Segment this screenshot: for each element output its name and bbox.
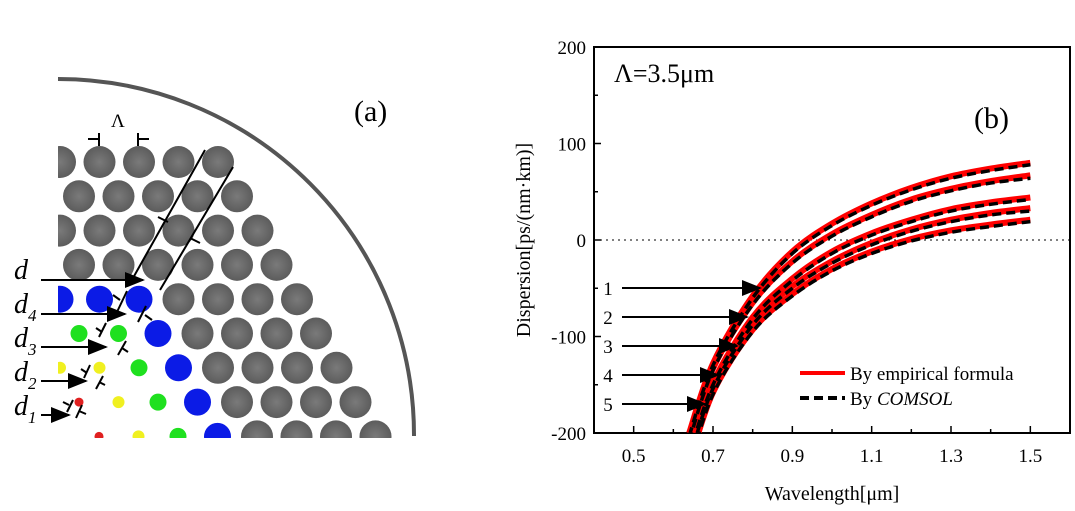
series-comsol-curve-4 xyxy=(695,209,1031,433)
air-hole-d2 xyxy=(112,396,125,409)
air-hole xyxy=(300,317,332,350)
curve-label-4: 4 xyxy=(603,366,613,387)
label-d1: d1 xyxy=(14,391,37,427)
air-hole xyxy=(142,248,174,281)
legend: By empirical formula By COMSOL xyxy=(800,364,1014,410)
label-d: d xyxy=(14,255,29,286)
air-hole xyxy=(63,248,95,281)
cladding-boundary xyxy=(57,77,417,437)
air-hole xyxy=(339,386,372,419)
air-hole-d2 xyxy=(58,361,66,374)
air-hole xyxy=(221,317,253,350)
air-hole-d3 xyxy=(130,359,148,377)
air-hole xyxy=(202,146,234,178)
panel-a-label: (a) xyxy=(354,95,387,128)
air-hole xyxy=(63,180,95,213)
label-d4: d4 xyxy=(14,289,37,325)
x-tick-label: 1.1 xyxy=(860,446,884,467)
x-axis-label: Wavelength[μm] xyxy=(765,483,900,505)
label-d2: d2 xyxy=(14,357,37,393)
air-hole xyxy=(202,283,234,316)
air-hole xyxy=(260,317,293,350)
air-hole xyxy=(202,214,234,247)
air-hole xyxy=(123,214,155,247)
air-hole-d4 xyxy=(86,285,113,313)
series-comsol-curve-5 xyxy=(697,219,1031,433)
air-hole xyxy=(260,248,293,281)
air-hole xyxy=(102,180,135,213)
y-tick-label: 100 xyxy=(558,135,587,156)
panel-b-label: (b) xyxy=(974,102,1009,135)
air-hole-d2 xyxy=(93,361,106,374)
air-hole xyxy=(102,248,135,281)
air-hole xyxy=(162,146,195,178)
air-hole-d4 xyxy=(204,422,231,438)
air-hole xyxy=(58,214,76,247)
curve-label-1: 1 xyxy=(603,279,613,300)
legend-label-empirical: By empirical formula xyxy=(850,364,1014,385)
air-hole xyxy=(359,420,392,438)
air-hole xyxy=(281,351,313,384)
air-hole xyxy=(280,420,313,438)
fiber-cross-section-diagram: (a) Λ d d4 d3 d2 d1 xyxy=(14,77,417,438)
air-hole xyxy=(241,420,273,438)
x-tick-label: 1.3 xyxy=(939,446,963,467)
diameter-arrows xyxy=(41,272,145,423)
air-hole xyxy=(83,214,116,247)
air-hole-d4 xyxy=(165,354,192,382)
y-axis-label: Dispersion[ps/(nm·km)] xyxy=(513,143,535,337)
y-tick-label: 200 xyxy=(558,38,587,59)
air-hole xyxy=(241,283,274,316)
air-hole xyxy=(142,180,174,213)
air-hole xyxy=(181,317,214,350)
air-hole xyxy=(221,248,253,281)
air-hole xyxy=(221,180,253,213)
air-hole xyxy=(181,180,214,213)
air-hole xyxy=(260,386,293,419)
curve-label-2: 2 xyxy=(603,308,613,329)
air-hole-d2 xyxy=(132,430,145,438)
air-hole-d1 xyxy=(94,431,104,438)
air-hole xyxy=(320,351,353,384)
air-hole xyxy=(162,214,195,247)
series-comsol-curve-3 xyxy=(694,197,1031,433)
x-tick-label: 0.5 xyxy=(622,446,646,467)
air-hole xyxy=(123,146,155,178)
pitch-label: Λ xyxy=(111,111,125,132)
legend-label-comsol: By COMSOL xyxy=(850,389,953,410)
air-hole-d3 xyxy=(70,325,88,342)
air-hole-d4 xyxy=(184,388,211,416)
air-hole xyxy=(221,386,253,419)
air-hole xyxy=(300,386,332,419)
x-tick-label: 0.7 xyxy=(701,446,725,467)
y-tick-label: 0 xyxy=(577,231,587,252)
annotation-pitch: Λ=3.5μm xyxy=(614,59,714,88)
air-hole-d3 xyxy=(110,325,127,342)
air-hole-d4 xyxy=(58,285,74,313)
x-tick-label: 0.9 xyxy=(780,446,804,467)
air-hole xyxy=(162,283,195,316)
air-hole xyxy=(181,248,214,281)
label-d3: d3 xyxy=(14,323,37,359)
y-tick-label: -100 xyxy=(551,328,586,349)
air-hole-d4 xyxy=(144,320,172,347)
air-hole-d4 xyxy=(125,285,153,313)
y-tick-label: -200 xyxy=(551,424,586,445)
air-hole xyxy=(281,283,313,316)
x-tick-label: 1.5 xyxy=(1018,446,1042,467)
air-hole xyxy=(202,351,234,384)
curve-label-5: 5 xyxy=(603,395,613,416)
air-hole-d3 xyxy=(149,393,167,411)
air-hole-d3 xyxy=(169,427,187,438)
air-hole xyxy=(241,214,274,247)
air-hole xyxy=(320,420,352,438)
air-hole xyxy=(58,146,76,178)
curve-label-3: 3 xyxy=(603,337,613,358)
air-hole xyxy=(83,146,116,178)
air-hole-d1 xyxy=(74,397,84,407)
air-hole xyxy=(241,351,274,384)
